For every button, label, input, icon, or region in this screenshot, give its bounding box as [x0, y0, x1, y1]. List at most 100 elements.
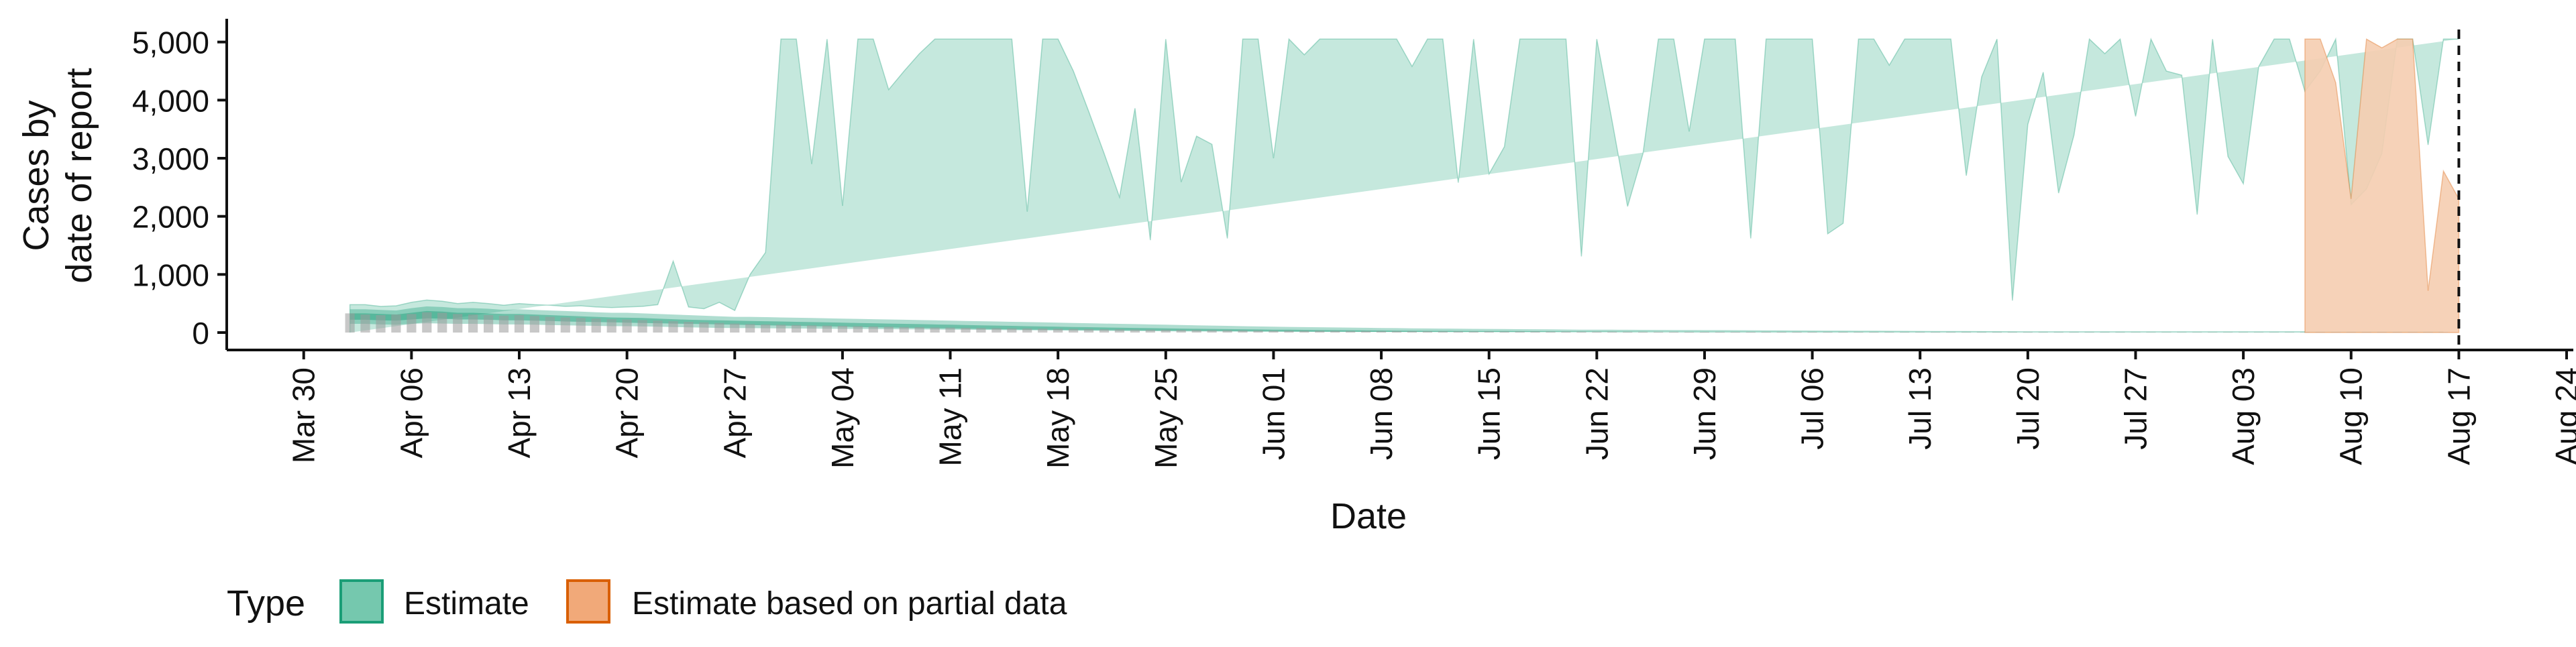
x-tick-label: Jul 13	[1902, 367, 1937, 450]
observed-case-bar	[1022, 329, 1032, 333]
x-tick-label: Apr 27	[717, 367, 752, 459]
observed-case-bar	[1623, 332, 1632, 333]
plot-area	[345, 30, 2459, 350]
observed-case-bar	[1854, 332, 1863, 333]
observed-case-bar	[1592, 332, 1601, 333]
legend-key-estimate-partial	[568, 581, 609, 622]
observed-case-bar	[391, 314, 400, 333]
x-tick-label: Apr 13	[502, 367, 537, 459]
observed-case-bar	[1808, 332, 1817, 333]
legend-title: Type	[227, 583, 305, 624]
observed-case-bar	[1792, 332, 1802, 333]
observed-case-bar	[1238, 331, 1247, 333]
observed-case-bar	[884, 327, 894, 333]
observed-case-bar	[1546, 332, 1555, 333]
observed-case-bar	[1515, 331, 1525, 333]
observed-case-bar	[1208, 330, 1217, 333]
legend-label-estimate-partial: Estimate based on partial data	[632, 586, 1067, 622]
x-tick-label: May 18	[1040, 367, 1075, 469]
observed-case-bar	[1130, 330, 1140, 333]
observed-case-bar	[1946, 332, 1955, 333]
x-axis-title: Date	[1330, 496, 1407, 536]
y-tick-label: 2,000	[132, 200, 209, 235]
observed-case-bar	[1530, 331, 1540, 333]
observed-case-bar	[592, 318, 601, 333]
observed-case-bar	[1177, 330, 1186, 333]
observed-case-bar	[1161, 330, 1171, 333]
observed-case-bar	[607, 319, 616, 333]
observed-case-bar	[1762, 332, 1771, 333]
y-tick-label: 5,000	[132, 25, 209, 60]
observed-case-bar	[1700, 332, 1709, 333]
observed-case-bar	[792, 325, 801, 333]
observed-case-bar	[730, 324, 739, 333]
observed-case-bar	[745, 324, 755, 333]
x-tick-label: Jul 06	[1795, 367, 1830, 450]
observed-case-bar	[714, 323, 724, 333]
observed-case-bar	[991, 329, 1001, 333]
observed-case-bar	[1315, 331, 1324, 333]
observed-case-bar	[1684, 332, 1694, 333]
observed-case-bar	[1654, 332, 1663, 333]
x-tick-label: Jul 20	[2010, 367, 2045, 450]
observed-case-bar	[515, 315, 524, 333]
observed-case-bar	[1392, 331, 1401, 333]
observed-case-bar	[1731, 332, 1740, 333]
observed-case-bar	[638, 320, 647, 333]
x-tick-label: Aug 03	[2226, 367, 2261, 465]
observed-case-bar	[1038, 329, 1047, 333]
observed-case-bar	[1069, 329, 1078, 333]
observed-case-bar	[545, 317, 555, 333]
observed-case-bar	[1146, 330, 1155, 333]
observed-case-bar	[1192, 330, 1201, 333]
observed-case-bar	[1777, 332, 1786, 333]
x-tick-label: Mar 30	[286, 367, 321, 463]
x-tick-label: Jun 01	[1256, 367, 1291, 460]
observed-case-bar	[1346, 331, 1355, 333]
y-tick-label: 4,000	[132, 83, 209, 118]
observed-case-bar	[1931, 332, 1940, 333]
observed-case-bar	[1284, 331, 1293, 333]
observed-case-bar	[1377, 331, 1386, 333]
observed-case-bar	[1253, 331, 1263, 333]
observed-case-bar	[437, 313, 447, 333]
x-tick-label: Jul 27	[2118, 367, 2153, 450]
observed-case-bar	[1838, 332, 1847, 333]
observed-case-bar	[1007, 329, 1016, 333]
observed-case-bar	[668, 321, 678, 333]
x-tick-label: Jun 08	[1364, 367, 1399, 460]
observed-case-bar	[1084, 329, 1093, 333]
y-axis-title-line-2: date of report	[59, 68, 99, 283]
observed-case-bar	[2008, 332, 2017, 333]
observed-case-bar	[1869, 332, 1878, 333]
observed-case-bar	[422, 312, 431, 333]
observed-case-bar	[1407, 331, 1417, 333]
observed-case-bar	[1469, 331, 1479, 333]
observed-case-bar	[1992, 332, 2002, 333]
observed-case-bar	[853, 327, 863, 333]
observed-case-bar	[1223, 331, 1232, 333]
observed-case-bar	[1977, 332, 1986, 333]
observed-case-bar	[915, 327, 924, 333]
observed-case-bar	[684, 322, 693, 333]
y-tick-label: 1,000	[132, 257, 209, 292]
observed-case-bar	[1485, 331, 1494, 333]
observed-case-bar	[576, 318, 586, 333]
observed-case-bar	[761, 325, 770, 333]
observed-case-bar	[1099, 329, 1109, 333]
observed-case-bar	[1607, 332, 1617, 333]
estimate-outer-band	[350, 39, 2459, 333]
x-tick-label: Apr 06	[394, 367, 429, 459]
legend-label-estimate: Estimate	[404, 586, 529, 622]
observed-case-bar	[1638, 332, 1648, 333]
observed-case-bar	[561, 318, 570, 333]
observed-case-bar	[1823, 332, 1832, 333]
observed-case-bar	[1361, 331, 1371, 333]
observed-case-bar	[484, 315, 493, 333]
x-tick-label: Aug 24	[2549, 367, 2576, 465]
x-tick-label: Apr 20	[610, 367, 645, 459]
